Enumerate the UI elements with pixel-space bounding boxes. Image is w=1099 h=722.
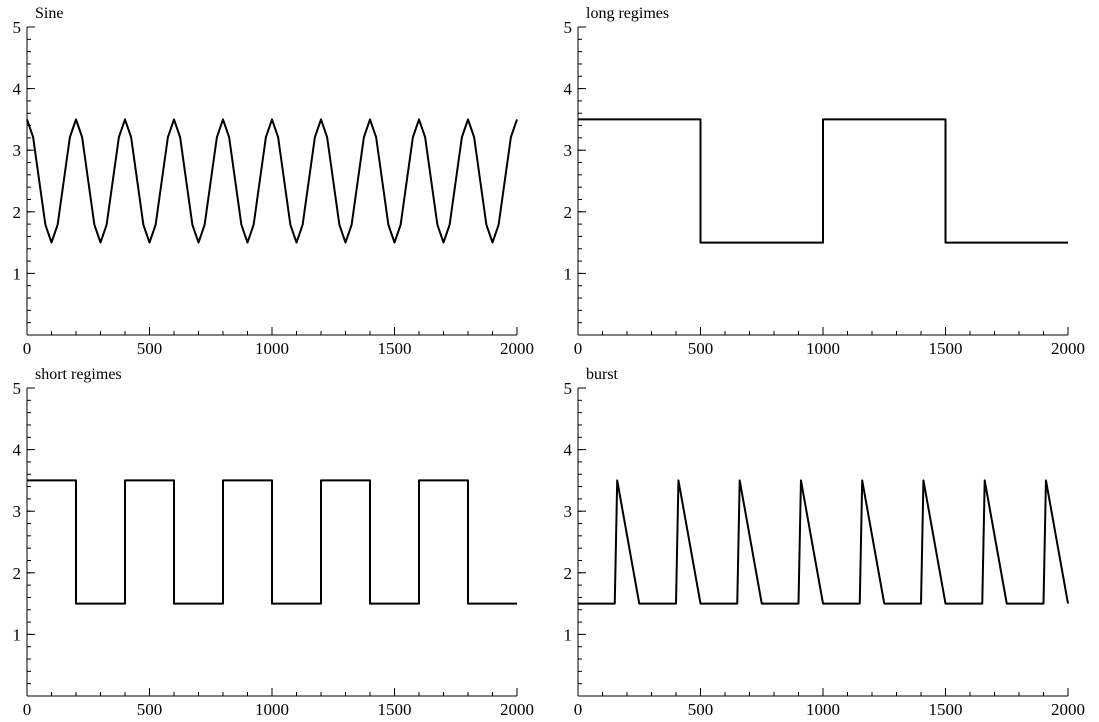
panel-title: long regimes	[586, 5, 669, 22]
x-tick-label: 1500	[929, 700, 963, 719]
y-tick-label: 3	[13, 502, 22, 521]
panel-short-regimes: 0 500 1000 1500 2000 1 2 3 4 5 short regimes	[13, 366, 535, 719]
panel-title: Sine	[35, 5, 63, 22]
series-line-long-regimes	[578, 118, 1068, 244]
y-tick-label: 4	[13, 441, 22, 460]
x-tick-label: 0	[23, 700, 32, 719]
y-tick-label: 5	[564, 18, 573, 37]
y-tick-label: 3	[13, 141, 22, 160]
x-tick-label: 2000	[500, 339, 534, 358]
x-tick-label: 1000	[255, 339, 289, 358]
x-tick-label: 2000	[1051, 700, 1085, 719]
y-tick-label: 2	[564, 203, 573, 222]
y-tick-label: 1	[564, 264, 573, 283]
y-tick-label: 1	[564, 625, 573, 644]
y-tick-label: 4	[13, 80, 22, 99]
y-tick-label: 1	[13, 625, 22, 644]
x-tick-label: 0	[574, 339, 583, 358]
panel-title: short regimes	[35, 366, 122, 383]
y-tick-label: 5	[564, 379, 573, 398]
x-tick-label: 0	[23, 339, 32, 358]
x-tick-label: 2000	[1051, 339, 1085, 358]
y-tick-label: 5	[13, 379, 22, 398]
panel-title: burst	[586, 366, 619, 383]
x-tick-label: 500	[688, 339, 714, 358]
x-tick-label: 1500	[378, 700, 412, 719]
y-tick-label: 2	[564, 564, 573, 583]
panel-sine: 0 500 1000 1500 2000 1 2 3 4 5 Sine	[13, 5, 535, 358]
series-line-short-regimes	[27, 479, 517, 605]
x-tick-label: 1500	[929, 339, 963, 358]
x-tick-label: 1000	[806, 700, 840, 719]
y-tick-label: 5	[13, 18, 22, 37]
panel-burst: 0 500 1000 1500 2000 1 2 3 4 5 burst	[564, 366, 1086, 719]
panel-long-regimes: 0 500 1000 1500 2000 1 2 3 4 5 long regimes	[564, 5, 1086, 358]
x-tick-label: 500	[137, 700, 163, 719]
x-tick-label: 0	[574, 700, 583, 719]
series-line-burst	[578, 479, 1069, 605]
y-tick-label: 1	[13, 264, 22, 283]
y-tick-label: 4	[564, 441, 573, 460]
series-line-sine	[26, 118, 518, 244]
x-tick-label: 1000	[806, 339, 840, 358]
y-tick-label: 3	[564, 502, 573, 521]
x-tick-label: 2000	[500, 700, 534, 719]
y-tick-label: 2	[13, 203, 22, 222]
y-tick-label: 4	[564, 80, 573, 99]
y-tick-label: 2	[13, 564, 22, 583]
y-tick-label: 3	[564, 141, 573, 160]
x-tick-label: 1000	[255, 700, 289, 719]
x-tick-label: 1500	[378, 339, 412, 358]
x-tick-label: 500	[137, 339, 163, 358]
x-tick-label: 500	[688, 700, 714, 719]
